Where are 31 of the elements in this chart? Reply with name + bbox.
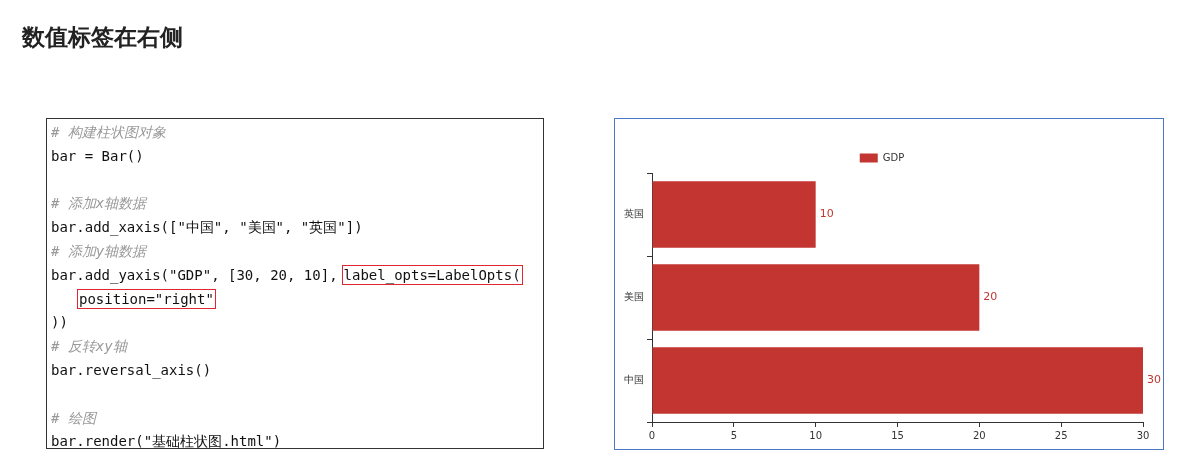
data-label: 10: [819, 207, 834, 221]
text: bar = Bar(): [51, 147, 144, 164]
text: bar.reversal_axis(): [51, 361, 212, 378]
text: bar.add_yaxis("GDP", [30, 20, 10],: [51, 266, 338, 283]
text: )): [51, 314, 68, 331]
x-tick-label: 25: [1054, 429, 1068, 441]
text: position="right": [79, 290, 214, 307]
data-label: 30: [1147, 373, 1161, 387]
text: bar.add_xaxis(["中国", "美国", "英国"]): [51, 219, 363, 236]
legend-label: GDP: [882, 151, 905, 163]
text: # 反转xy轴: [51, 338, 127, 355]
x-tick-label: 10: [809, 429, 823, 441]
x-tick-label: 20: [972, 429, 986, 441]
text: # 构建柱状图对象: [51, 124, 166, 140]
y-tick-label: 美国: [624, 291, 644, 303]
x-tick-label: 30: [1136, 429, 1150, 441]
x-tick-label: 0: [648, 429, 656, 441]
text: # 添加y轴数据: [51, 242, 147, 259]
bar: [652, 264, 980, 331]
bar: [652, 347, 1143, 414]
text: bar.render("基础柱状图.html"): [51, 433, 282, 450]
y-tick-label: 英国: [624, 208, 644, 220]
bar: [652, 181, 816, 248]
text: # 绘图: [51, 409, 96, 426]
data-label: 20: [983, 290, 998, 304]
text: label_opts=LabelOpts(: [343, 266, 521, 283]
y-tick-label: 中国: [624, 374, 644, 386]
text: 数值标签在右侧: [22, 22, 183, 52]
x-tick-label: 15: [891, 429, 904, 441]
text: # 添加x轴数据: [51, 195, 147, 212]
x-tick-label: 5: [730, 429, 738, 441]
